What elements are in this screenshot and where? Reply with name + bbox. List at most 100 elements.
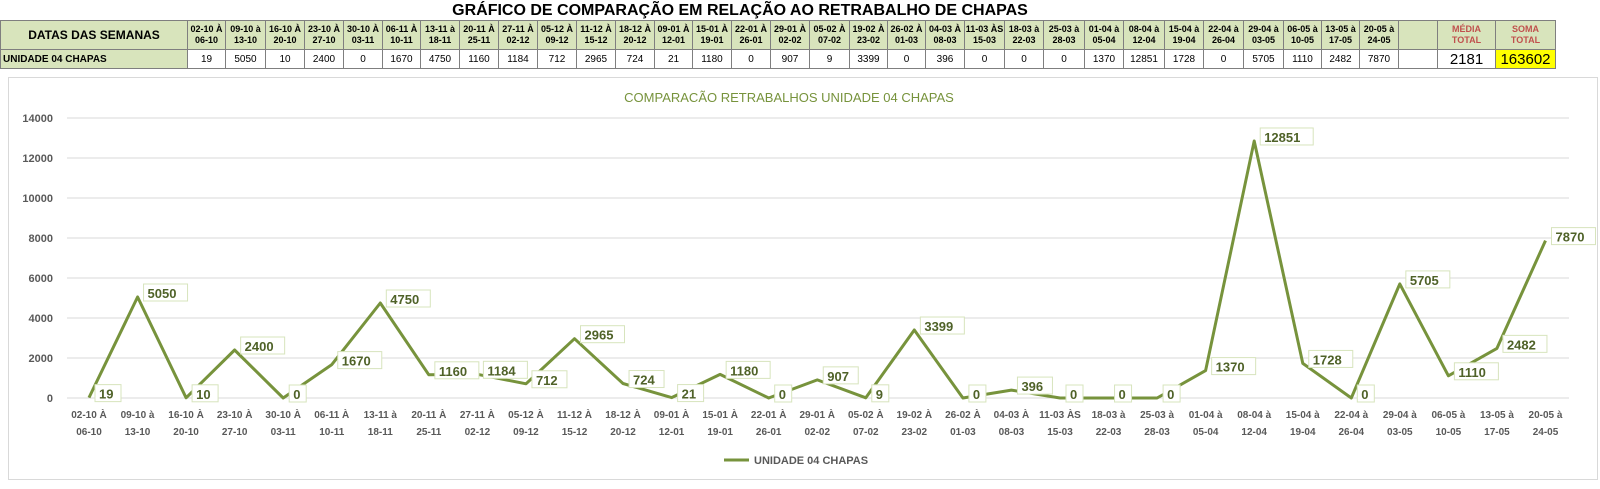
week-header-cell[interactable]: 22-04 à 26-04	[1203, 20, 1244, 50]
week-value-cell[interactable]: 0	[1043, 49, 1085, 69]
week-value-cell[interactable]: 2400	[304, 49, 344, 69]
week-header-cell[interactable]: 15-01 À 19-01	[692, 20, 732, 50]
data-label-text: 2400	[245, 339, 274, 354]
week-header-cell[interactable]: 04-03 À 08-03	[925, 20, 965, 50]
week-header-cell[interactable]: 01-04 à 05-04	[1084, 20, 1124, 50]
week-header-cell[interactable]: 16-10 À 20-10	[265, 20, 305, 50]
week-header-cell[interactable]: 18-03 à 22-03	[1004, 20, 1044, 50]
week-end: 02-02	[778, 35, 802, 45]
x-tick-label: 27-11 À	[460, 408, 495, 421]
week-header-cell[interactable]: 25-03 à 28-03	[1043, 20, 1085, 50]
data-label: 5705	[1405, 270, 1451, 289]
week-value-cell[interactable]: 907	[770, 49, 810, 69]
soma-total-value[interactable]: 163602	[1495, 49, 1556, 69]
data-label: 3399	[919, 316, 965, 335]
media-label-line2: TOTAL	[1451, 35, 1482, 45]
row-label-cell[interactable]: UNIDADE 04 CHAPAS	[0, 49, 188, 69]
week-header-cell[interactable]: 19-02 À 23-02	[849, 20, 888, 50]
week-header-cell[interactable]: 18-12 À 20-12	[615, 20, 655, 50]
week-value-cell[interactable]: 2965	[576, 49, 616, 69]
data-label: 1180	[725, 360, 771, 379]
week-value-cell[interactable]: 19	[187, 49, 226, 69]
week-start: 05-02 À	[813, 24, 846, 34]
week-header-cell[interactable]: 06-05 à 10-05	[1283, 20, 1322, 50]
week-value-cell[interactable]: 1728	[1164, 49, 1204, 69]
week-header-cell[interactable]: 11-03 ÀS 15-03	[964, 20, 1005, 50]
week-value-cell[interactable]: 0	[887, 49, 926, 69]
week-value-cell[interactable]: 21	[654, 49, 693, 69]
week-end: 03-11	[351, 35, 375, 45]
week-value-cell[interactable]: 7870	[1359, 49, 1399, 69]
week-header-cell[interactable]: 11-12 À 15-12	[576, 20, 616, 50]
week-value-cell[interactable]: 1180	[692, 49, 732, 69]
data-label-text: 19	[99, 387, 113, 402]
week-value-cell[interactable]: 0	[964, 49, 1005, 69]
media-total-value[interactable]: 2181	[1437, 49, 1496, 69]
week-value-cell[interactable]: 1184	[498, 49, 538, 69]
empty-cell[interactable]	[1398, 20, 1438, 50]
data-label: 10	[191, 384, 219, 403]
week-value-cell[interactable]: 1370	[1084, 49, 1124, 69]
data-label: 19	[94, 384, 122, 403]
data-label: 2400	[240, 336, 286, 355]
week-header-cell[interactable]: 13-05 à 17-05	[1321, 20, 1360, 50]
week-value-cell[interactable]: 4750	[420, 49, 460, 69]
week-header-cell[interactable]: 09-10 à 13-10	[225, 20, 266, 50]
week-header-cell[interactable]: 30-10 À 03-11	[343, 20, 383, 50]
data-label-text: 7870	[1556, 230, 1585, 245]
data-label-text: 9	[876, 387, 883, 402]
data-label-text: 907	[827, 369, 849, 384]
week-value-cell[interactable]: 5705	[1243, 49, 1284, 69]
week-value-cell[interactable]: 9	[809, 49, 850, 69]
week-value-cell[interactable]: 5050	[225, 49, 266, 69]
week-header-cell[interactable]: 06-11 À 10-11	[382, 20, 421, 50]
week-value-cell[interactable]: 0	[731, 49, 771, 69]
media-total-header[interactable]: MÉDIA TOTAL	[1437, 20, 1496, 50]
week-value-cell[interactable]: 724	[615, 49, 655, 69]
week-header-cell[interactable]: 05-02 À 07-02	[809, 20, 850, 50]
week-value-cell[interactable]: 0	[1004, 49, 1044, 69]
x-tick-label: 09-10 à	[121, 410, 155, 421]
week-value-cell[interactable]: 1110	[1283, 49, 1322, 69]
week-header-cell[interactable]: 26-02 À 01-03	[887, 20, 926, 50]
week-start: 02-10 À	[190, 24, 223, 34]
header-label-cell[interactable]: DATAS DAS SEMANAS	[0, 20, 188, 50]
week-header-cell[interactable]: 20-11 À 25-11	[459, 20, 499, 50]
data-label-box	[1162, 384, 1181, 403]
week-header-cell[interactable]: 27-11 À 02-12	[498, 20, 538, 50]
chart-area[interactable]: COMPARACÃO RETRABALHOS UNIDADE 04 CHAPAS…	[8, 77, 1598, 480]
week-value-cell[interactable]: 0	[1203, 49, 1244, 69]
week-start: 09-10 à	[230, 24, 261, 34]
week-start: 22-01 À	[734, 24, 768, 34]
data-label-text: 724	[633, 373, 655, 388]
week-value-cell[interactable]: 3399	[849, 49, 888, 69]
week-header-cell[interactable]: 05-12 À 09-12	[537, 20, 577, 50]
week-value-cell[interactable]: 0	[343, 49, 383, 69]
soma-total-header[interactable]: SOMA TOTAL	[1495, 20, 1556, 50]
week-header-cell[interactable]: 02-10 À 06-10	[187, 20, 226, 50]
week-value-cell[interactable]: 2482	[1321, 49, 1360, 69]
week-value-cell[interactable]: 12851	[1123, 49, 1165, 69]
week-header-cell[interactable]: 22-01 À 26-01	[731, 20, 771, 50]
week-header-cell[interactable]: 09-01 À 12-01	[654, 20, 693, 50]
week-header-cell[interactable]: 29-01 À 02-02	[770, 20, 810, 50]
week-header-cell[interactable]: 20-05 à 24-05	[1359, 20, 1399, 50]
data-label-text: 5705	[1410, 273, 1439, 288]
week-header-cell[interactable]: 15-04 à 19-04	[1164, 20, 1204, 50]
week-header-cell[interactable]: 23-10 À 27-10	[304, 20, 344, 50]
week-end: 24-05	[1367, 35, 1391, 45]
week-header-cell[interactable]: 13-11 à 18-11	[420, 20, 460, 50]
week-start: 26-02 À	[890, 24, 923, 34]
week-value-cell[interactable]: 1160	[459, 49, 499, 69]
week-value-cell[interactable]: 712	[537, 49, 577, 69]
x-tick-label: 20-10	[173, 427, 199, 438]
week-header-cell[interactable]: 08-04 à 12-04	[1123, 20, 1165, 50]
week-value-cell[interactable]: 1670	[382, 49, 421, 69]
empty-cell[interactable]	[1398, 49, 1438, 69]
week-value-cell[interactable]: 396	[925, 49, 965, 69]
x-tick-label: 10-05	[1436, 427, 1462, 438]
week-value-cell[interactable]: 10	[265, 49, 305, 69]
week-end: 26-01	[739, 35, 763, 45]
week-header-cell[interactable]: 29-04 à 03-05	[1243, 20, 1284, 50]
data-label-box	[1259, 127, 1314, 146]
